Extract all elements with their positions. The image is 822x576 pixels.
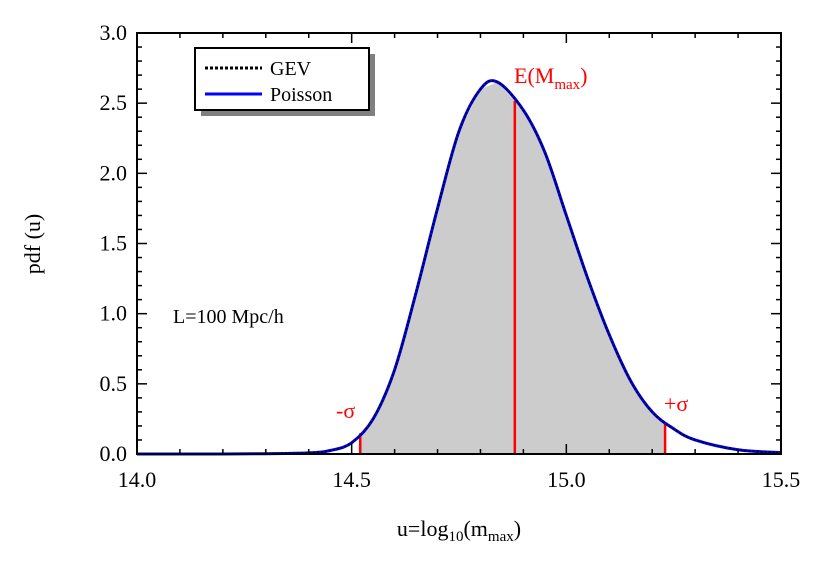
legend-label-poisson: Poisson <box>270 84 332 106</box>
x-tick-label: 15.0 <box>547 467 586 492</box>
y-tick-label: 2.0 <box>100 160 128 185</box>
y-tick-label: 3.0 <box>100 20 128 45</box>
x-tick-label: 15.5 <box>762 467 801 492</box>
x-tick-label: 14.5 <box>332 467 371 492</box>
legend: GEV Poisson <box>194 47 375 116</box>
series-gev-line <box>136 79 782 456</box>
legend-label-gev: GEV <box>270 58 312 80</box>
y-tick-label: 2.5 <box>100 90 128 115</box>
y-tick-label: 0.5 <box>100 371 128 396</box>
y-tick-label: 1.0 <box>100 301 128 326</box>
x-tick-label: 14.0 <box>118 467 157 492</box>
expected-value-label: E(Mmax) <box>514 63 587 93</box>
box-size-annotation: L=100 Mpc/h <box>173 306 284 328</box>
plot-area: 14.0 14.5 15.0 15.5 0.0 0.5 1.0 1.5 2.0 2.5 3.0 <box>100 20 801 492</box>
plus-sigma-label: +σ <box>664 391 688 416</box>
y-tick-label: 0.0 <box>100 441 128 466</box>
minus-sigma-label: -σ <box>336 398 355 423</box>
shaded-region <box>360 82 666 454</box>
legend-box <box>194 47 370 111</box>
y-axis-label: pdf (u) <box>20 214 45 274</box>
y-tick-label: 1.5 <box>100 231 128 256</box>
x-axis-label: u=log10(mmax) <box>397 516 521 545</box>
